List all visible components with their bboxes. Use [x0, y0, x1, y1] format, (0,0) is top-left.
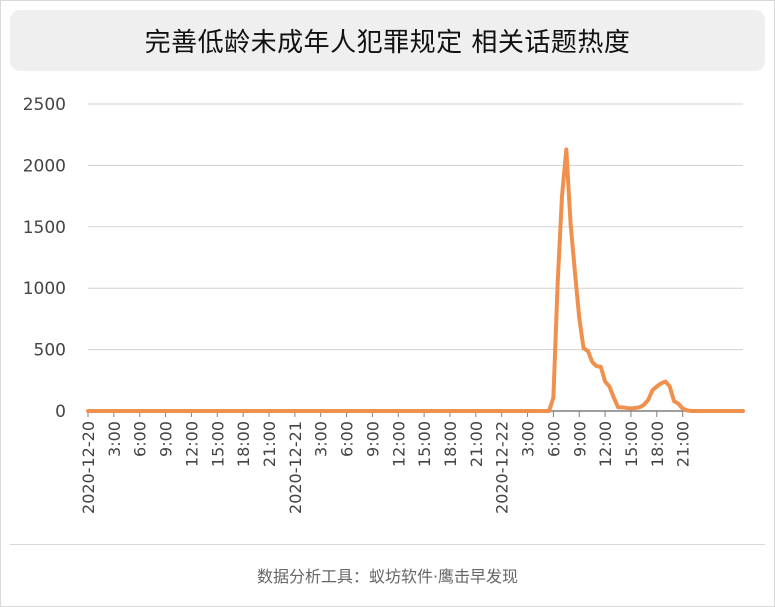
x-tick-date-label: 2020-12-22 — [493, 421, 512, 514]
x-tick-label: 18:00 — [234, 421, 253, 467]
x-tick-label: 21:00 — [674, 421, 693, 467]
y-tick-label: 500 — [34, 341, 66, 361]
x-tick-label: 21:00 — [467, 421, 486, 467]
x-tick-label: 3:00 — [519, 421, 538, 457]
x-tick-label: 3:00 — [312, 421, 331, 457]
y-tick-label: 0 — [55, 402, 66, 422]
y-tick-label: 1000 — [23, 279, 66, 299]
x-tick-label: 6:00 — [544, 421, 563, 457]
x-tick-label: 21:00 — [260, 421, 279, 467]
footer-divider — [10, 544, 765, 545]
x-tick-label: 6:00 — [131, 421, 150, 457]
x-tick-label: 15:00 — [208, 421, 227, 467]
x-tick-label: 9:00 — [363, 421, 382, 457]
x-tick-date-label: 2020-12-20 — [79, 421, 98, 514]
x-tick-label: 12:00 — [596, 421, 615, 467]
title-banner: 完善低龄未成年人犯罪规定 相关话题热度 — [10, 10, 765, 71]
x-tick-label: 9:00 — [570, 421, 589, 457]
x-tick-label: 18:00 — [648, 421, 667, 467]
y-tick-label: 2500 — [23, 95, 66, 115]
chart-title: 完善低龄未成年人犯罪规定 相关话题热度 — [144, 28, 631, 58]
x-tick-label: 3:00 — [105, 421, 124, 457]
x-tick-label: 12:00 — [182, 421, 201, 467]
y-tick-label: 2000 — [23, 156, 66, 176]
series-line — [86, 147, 745, 413]
x-tick-label: 9:00 — [157, 421, 176, 457]
x-tick-date-label: 2020-12-21 — [286, 421, 305, 514]
y-tick-label: 1500 — [23, 218, 66, 238]
x-tick-label: 6:00 — [338, 421, 357, 457]
line-chart: 0 500 1000 1500 2000 2500 2020-12-20 3:00 6:00 9:… — [23, 95, 745, 514]
x-tick-label: 15:00 — [415, 421, 434, 467]
x-tick-label: 15:00 — [622, 421, 641, 467]
x-tick-label: 12:00 — [389, 421, 408, 467]
source-footer: 数据分析工具：蚁坊软件·鹰击早发现 — [256, 567, 519, 586]
x-tick-label: 18:00 — [441, 421, 460, 467]
